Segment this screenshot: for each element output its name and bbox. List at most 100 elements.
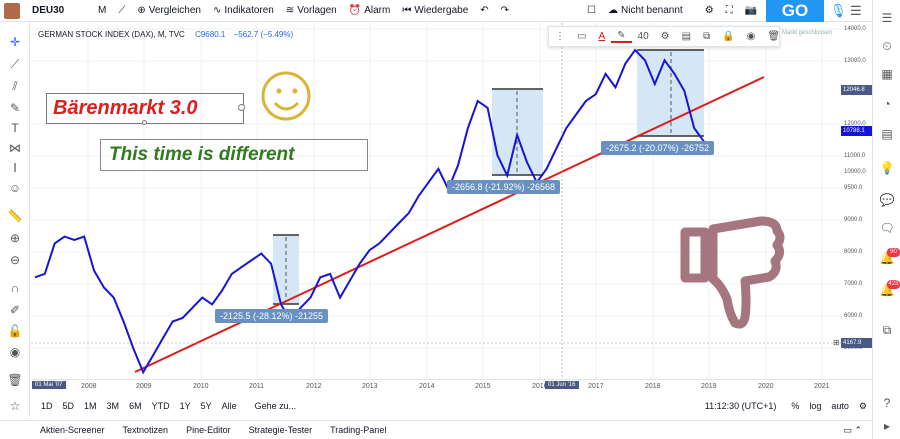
zoom-out-icon[interactable]: ⊖ <box>9 253 21 267</box>
tab-stock-screener[interactable]: Aktien-Screener <box>40 425 105 435</box>
compare-button[interactable]: ⊕ Vergleichen <box>137 5 201 16</box>
forecast-icon[interactable]: Ⅰ <box>13 161 17 175</box>
alerts-clock-icon[interactable]: ⏲ <box>882 39 892 53</box>
line-chart-icon: ⟋ <box>118 5 126 16</box>
price-tick: 8000.0 <box>844 249 863 255</box>
log-toggle[interactable]: log <box>809 401 822 411</box>
tab-pine-editor[interactable]: Pine-Editor <box>186 425 231 435</box>
range-all[interactable]: Alle <box>221 401 237 411</box>
data-window-icon[interactable]: ▦ <box>881 67 893 81</box>
layout-checkbox[interactable]: ☐ <box>587 5 596 16</box>
layout-name-button[interactable]: ☁ Nicht benannt <box>608 5 683 16</box>
panel-controls[interactable]: ▭ ⌃ <box>843 424 862 435</box>
symbol-search[interactable]: DEU30 <box>32 5 65 16</box>
clock[interactable]: 11:12:30 (UTC+1) <box>704 401 777 411</box>
price-tick: 5000.0 <box>844 345 863 351</box>
chat-icon[interactable]: 💬 <box>879 193 895 207</box>
visibility-icon[interactable]: ▤ <box>681 31 692 42</box>
star-icon[interactable]: ☆ <box>9 399 21 413</box>
font-size-select[interactable]: 40 <box>637 31 649 42</box>
streams-icon[interactable]: 🗨 <box>879 221 895 235</box>
tab-text-notes[interactable]: Textnotizen <box>122 425 169 435</box>
range-5y[interactable]: 5Y <box>200 401 212 411</box>
stay-drawing-icon[interactable]: ✐ <box>9 303 21 317</box>
pattern-icon[interactable]: ⋈ <box>9 141 21 155</box>
indicators-button[interactable]: ∿ Indikatoren <box>213 5 274 16</box>
settings-icon[interactable]: ⚙ <box>704 5 714 16</box>
alert-button[interactable]: ⏰ Alarm <box>348 5 391 16</box>
add-price-icon[interactable]: ⊞ <box>833 338 840 347</box>
drag-handle-icon[interactable]: ⋮ <box>555 31 565 42</box>
auto-toggle[interactable]: auto <box>831 401 849 411</box>
watchlist-icon[interactable]: ☰ <box>881 11 893 25</box>
zoom-in-icon[interactable]: ⊕ <box>9 231 21 245</box>
percent-toggle[interactable]: % <box>791 401 800 411</box>
range-5d[interactable]: 5D <box>62 401 75 411</box>
undo-button[interactable]: ↶ <box>480 5 489 16</box>
help-icon[interactable]: ? <box>883 396 891 410</box>
range-1d[interactable]: 1D <box>41 401 53 411</box>
chart-pane[interactable] <box>31 23 841 379</box>
market-status: Markt geschlossen <box>782 30 833 36</box>
camera-icon[interactable]: 📷 <box>744 5 758 16</box>
magnet-icon[interactable]: ∩ <box>10 281 20 295</box>
lock-icon[interactable]: 🔓 <box>7 324 23 338</box>
eye-icon[interactable]: ◉ <box>9 345 21 359</box>
line-color-icon[interactable]: ✎ <box>611 30 632 43</box>
notes-icon[interactable]: ☰ <box>850 3 862 18</box>
ruler-icon[interactable]: 📏 <box>7 209 23 223</box>
trash-icon[interactable]: 🗑 <box>7 373 23 387</box>
range-3m[interactable]: 3M <box>106 401 120 411</box>
brush-icon[interactable]: ✎ <box>9 101 21 115</box>
emoji-icon[interactable]: ☺ <box>8 181 22 195</box>
template-icon[interactable]: ▭ <box>577 31 587 42</box>
time-tick: 2008 <box>81 383 97 390</box>
range-1m[interactable]: 1M <box>84 401 97 411</box>
legend-close: C9680.1 <box>195 30 226 39</box>
chart-legend: GERMAN STOCK INDEX (DAX), M, TVC C9680.1… <box>38 30 293 39</box>
calendar-icon[interactable]: ▤ <box>881 127 893 141</box>
clone-icon[interactable]: ⧉ <box>703 31 711 42</box>
hide-icon[interactable]: ◉ <box>746 31 756 42</box>
fullscreen-icon[interactable]: ⛶ <box>725 5 733 16</box>
microphone-icon[interactable]: 🎙 <box>830 3 847 18</box>
go-button[interactable]: GO <box>766 0 824 22</box>
annotation-handle[interactable] <box>142 120 147 125</box>
text-color-icon[interactable]: A <box>598 31 606 42</box>
templates-button[interactable]: ≋ Vorlagen <box>285 5 337 16</box>
order-panel-icon[interactable]: ⧉ <box>882 323 892 337</box>
annotation-handle[interactable] <box>238 104 245 111</box>
tab-trading-panel[interactable]: Trading-Panel <box>330 425 387 435</box>
pitchfork-icon[interactable]: ⫽ <box>12 79 18 93</box>
measure-label-2: -2656.8 (-21.92%) -26568 <box>447 180 561 194</box>
chart-type-button[interactable]: ⟋ <box>112 0 131 22</box>
delete-icon[interactable]: 🗑 <box>767 31 781 42</box>
message-badge: 423 <box>887 280 900 289</box>
replay-button[interactable]: ⏮ Wiedergabe <box>402 5 469 16</box>
price-tag-last: 10788.1 <box>841 126 872 136</box>
time-start-tag: 01 Mai '07 <box>32 381 66 389</box>
avatar[interactable] <box>4 3 20 19</box>
drawing-tools-sidebar: ✛ ⟋ ⫽ ✎ T ⋈ Ⅰ ☺ 📏 ⊕ ⊖ ∩ ✐ 🔓 ◉ 🗑 ☆ <box>0 22 30 417</box>
goto-date-button[interactable]: Gehe zu... <box>254 401 297 411</box>
time-tick: 2018 <box>645 383 661 390</box>
text-icon[interactable]: T <box>11 121 19 135</box>
lock-icon[interactable]: 🔒 <box>722 31 735 42</box>
gear-icon[interactable]: ⚙ <box>858 400 867 411</box>
trend-line-icon[interactable]: ⟋ <box>10 57 20 71</box>
crosshair-icon[interactable]: ✛ <box>9 35 21 49</box>
ideas-icon[interactable]: 💡 <box>879 161 895 175</box>
range-6m[interactable]: 6M <box>129 401 142 411</box>
range-1y[interactable]: 1Y <box>179 401 191 411</box>
plus-circle-icon: ⊕ <box>137 5 146 16</box>
redo-button[interactable]: ↷ <box>500 5 510 16</box>
panel-toggle-icon[interactable]: ▸ <box>883 419 891 433</box>
interval-button[interactable]: M <box>98 5 107 16</box>
tab-strategy-tester[interactable]: Strategie-Tester <box>248 425 313 435</box>
subtitle-annotation[interactable]: This time is different <box>100 139 368 171</box>
price-axis[interactable]: 14000.0 13000.0 12000.0 11000.0 10000.0 … <box>841 23 872 379</box>
hotlist-icon[interactable]: ◔ <box>883 97 891 111</box>
time-axis[interactable]: 01 Mai '07 2008 2009 2010 2011 2012 2013… <box>31 379 872 393</box>
range-ytd[interactable]: YTD <box>151 401 170 411</box>
settings-icon[interactable]: ⚙ <box>660 31 670 42</box>
